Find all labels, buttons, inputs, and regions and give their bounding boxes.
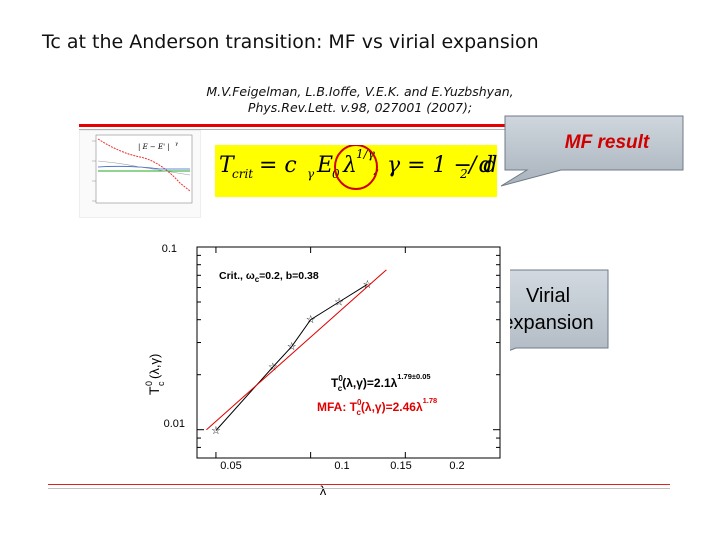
x-tick-label: 0.15 — [390, 460, 411, 472]
formula-gamma-def: , γ = 1 − d — [373, 153, 494, 178]
data-point: ☆ — [287, 340, 297, 353]
formula-t: T — [219, 153, 234, 178]
mf-result-callout: MF result — [497, 112, 687, 190]
x-axis-label: λ — [320, 483, 327, 498]
citation-authors: M.V.Feigelman, L.B.Ioffe, V.E.K. and E.Y… — [206, 84, 514, 99]
crit-annotation: Crit., ωc=0.2, b=0.38 — [219, 270, 319, 284]
header-gray-rule — [79, 129, 529, 130]
tc-vs-lambda-plot: ☆ ☆ ☆ ☆ ☆ ☆ 0.1 0.01 0.05 0.1 0.15 0.2 λ T 0 … — [127, 237, 510, 503]
mf-formula: T crit = c γ E 0 λ 1/γ , γ = 1 − d 2 / d — [215, 145, 498, 197]
formula-crit-sub: crit — [232, 167, 254, 181]
x-tick-label: 0.2 — [449, 460, 464, 472]
plot-frame — [196, 246, 501, 459]
thumbnail-legend: | E − E' | — [138, 143, 170, 151]
formula-eq-c: = c — [259, 153, 297, 178]
footer-gray-rule — [48, 488, 670, 489]
thumbnail-svg: | E − E' | γ — [92, 134, 193, 204]
fit-black-annotation: T0 c(λ,γ)=2.1λ1.79±0.05 — [331, 372, 431, 393]
y-axis-label: T 0 c (λ,γ) — [144, 354, 166, 395]
plot-svg: ☆ ☆ ☆ ☆ ☆ ☆ 0.1 0.01 0.05 0.1 0.15 0.2 λ T 0 … — [144, 243, 501, 498]
x-tick-label: 0.1 — [334, 460, 349, 472]
header-red-rule — [79, 124, 529, 127]
formula-lambda: λ — [343, 153, 357, 178]
virial-fit-line — [215, 283, 368, 431]
y-axis-label-main: T — [146, 386, 162, 395]
formula-over-d: / d — [469, 153, 498, 178]
data-point: ☆ — [334, 295, 344, 308]
virial-label-line2: expansion — [502, 312, 594, 334]
citation: M.V.Feigelman, L.B.Ioffe, V.E.K. and E.Y… — [0, 84, 720, 116]
y-tick-label-top: 0.1 — [162, 243, 177, 255]
formula-c-sub: γ — [307, 167, 315, 181]
mfa-fit-line — [206, 269, 387, 431]
y-axis-label-sup: 0 — [144, 381, 154, 386]
fit-red-annotation: MFA: T0 c(λ,γ)=2.46λ1.78 — [317, 396, 437, 417]
virial-label-line1: Virial — [525, 285, 571, 307]
formula-e: E — [317, 153, 334, 178]
slide-title: Tc at the Anderson transition: MF vs vir… — [42, 31, 539, 53]
mf-result-label: MF result — [564, 132, 650, 153]
data-point: ☆ — [306, 313, 316, 326]
footer-red-rule — [48, 484, 670, 485]
data-point: ☆ — [268, 361, 278, 374]
y-axis-label-args: (λ,γ) — [147, 354, 162, 379]
y-axis-label-sub: c — [156, 381, 166, 386]
formula-red-circle — [334, 145, 378, 190]
virial-label: Virial expansion — [488, 283, 608, 337]
data-point: ☆ — [363, 278, 373, 291]
y-tick-label-bottom: 0.01 — [164, 418, 185, 430]
thumbnail-legend-sup: γ — [175, 141, 178, 147]
citation-journal: Phys.Rev.Lett. v.98, 027001 (2007); — [247, 100, 473, 115]
formula-d2-sub: 2 — [460, 167, 468, 181]
inset-thumbnail-plot: | E − E' | γ — [79, 130, 201, 218]
x-tick-label: 0.05 — [220, 460, 241, 472]
data-point: ☆ — [211, 424, 221, 437]
mf-callout-shape — [500, 115, 684, 187]
